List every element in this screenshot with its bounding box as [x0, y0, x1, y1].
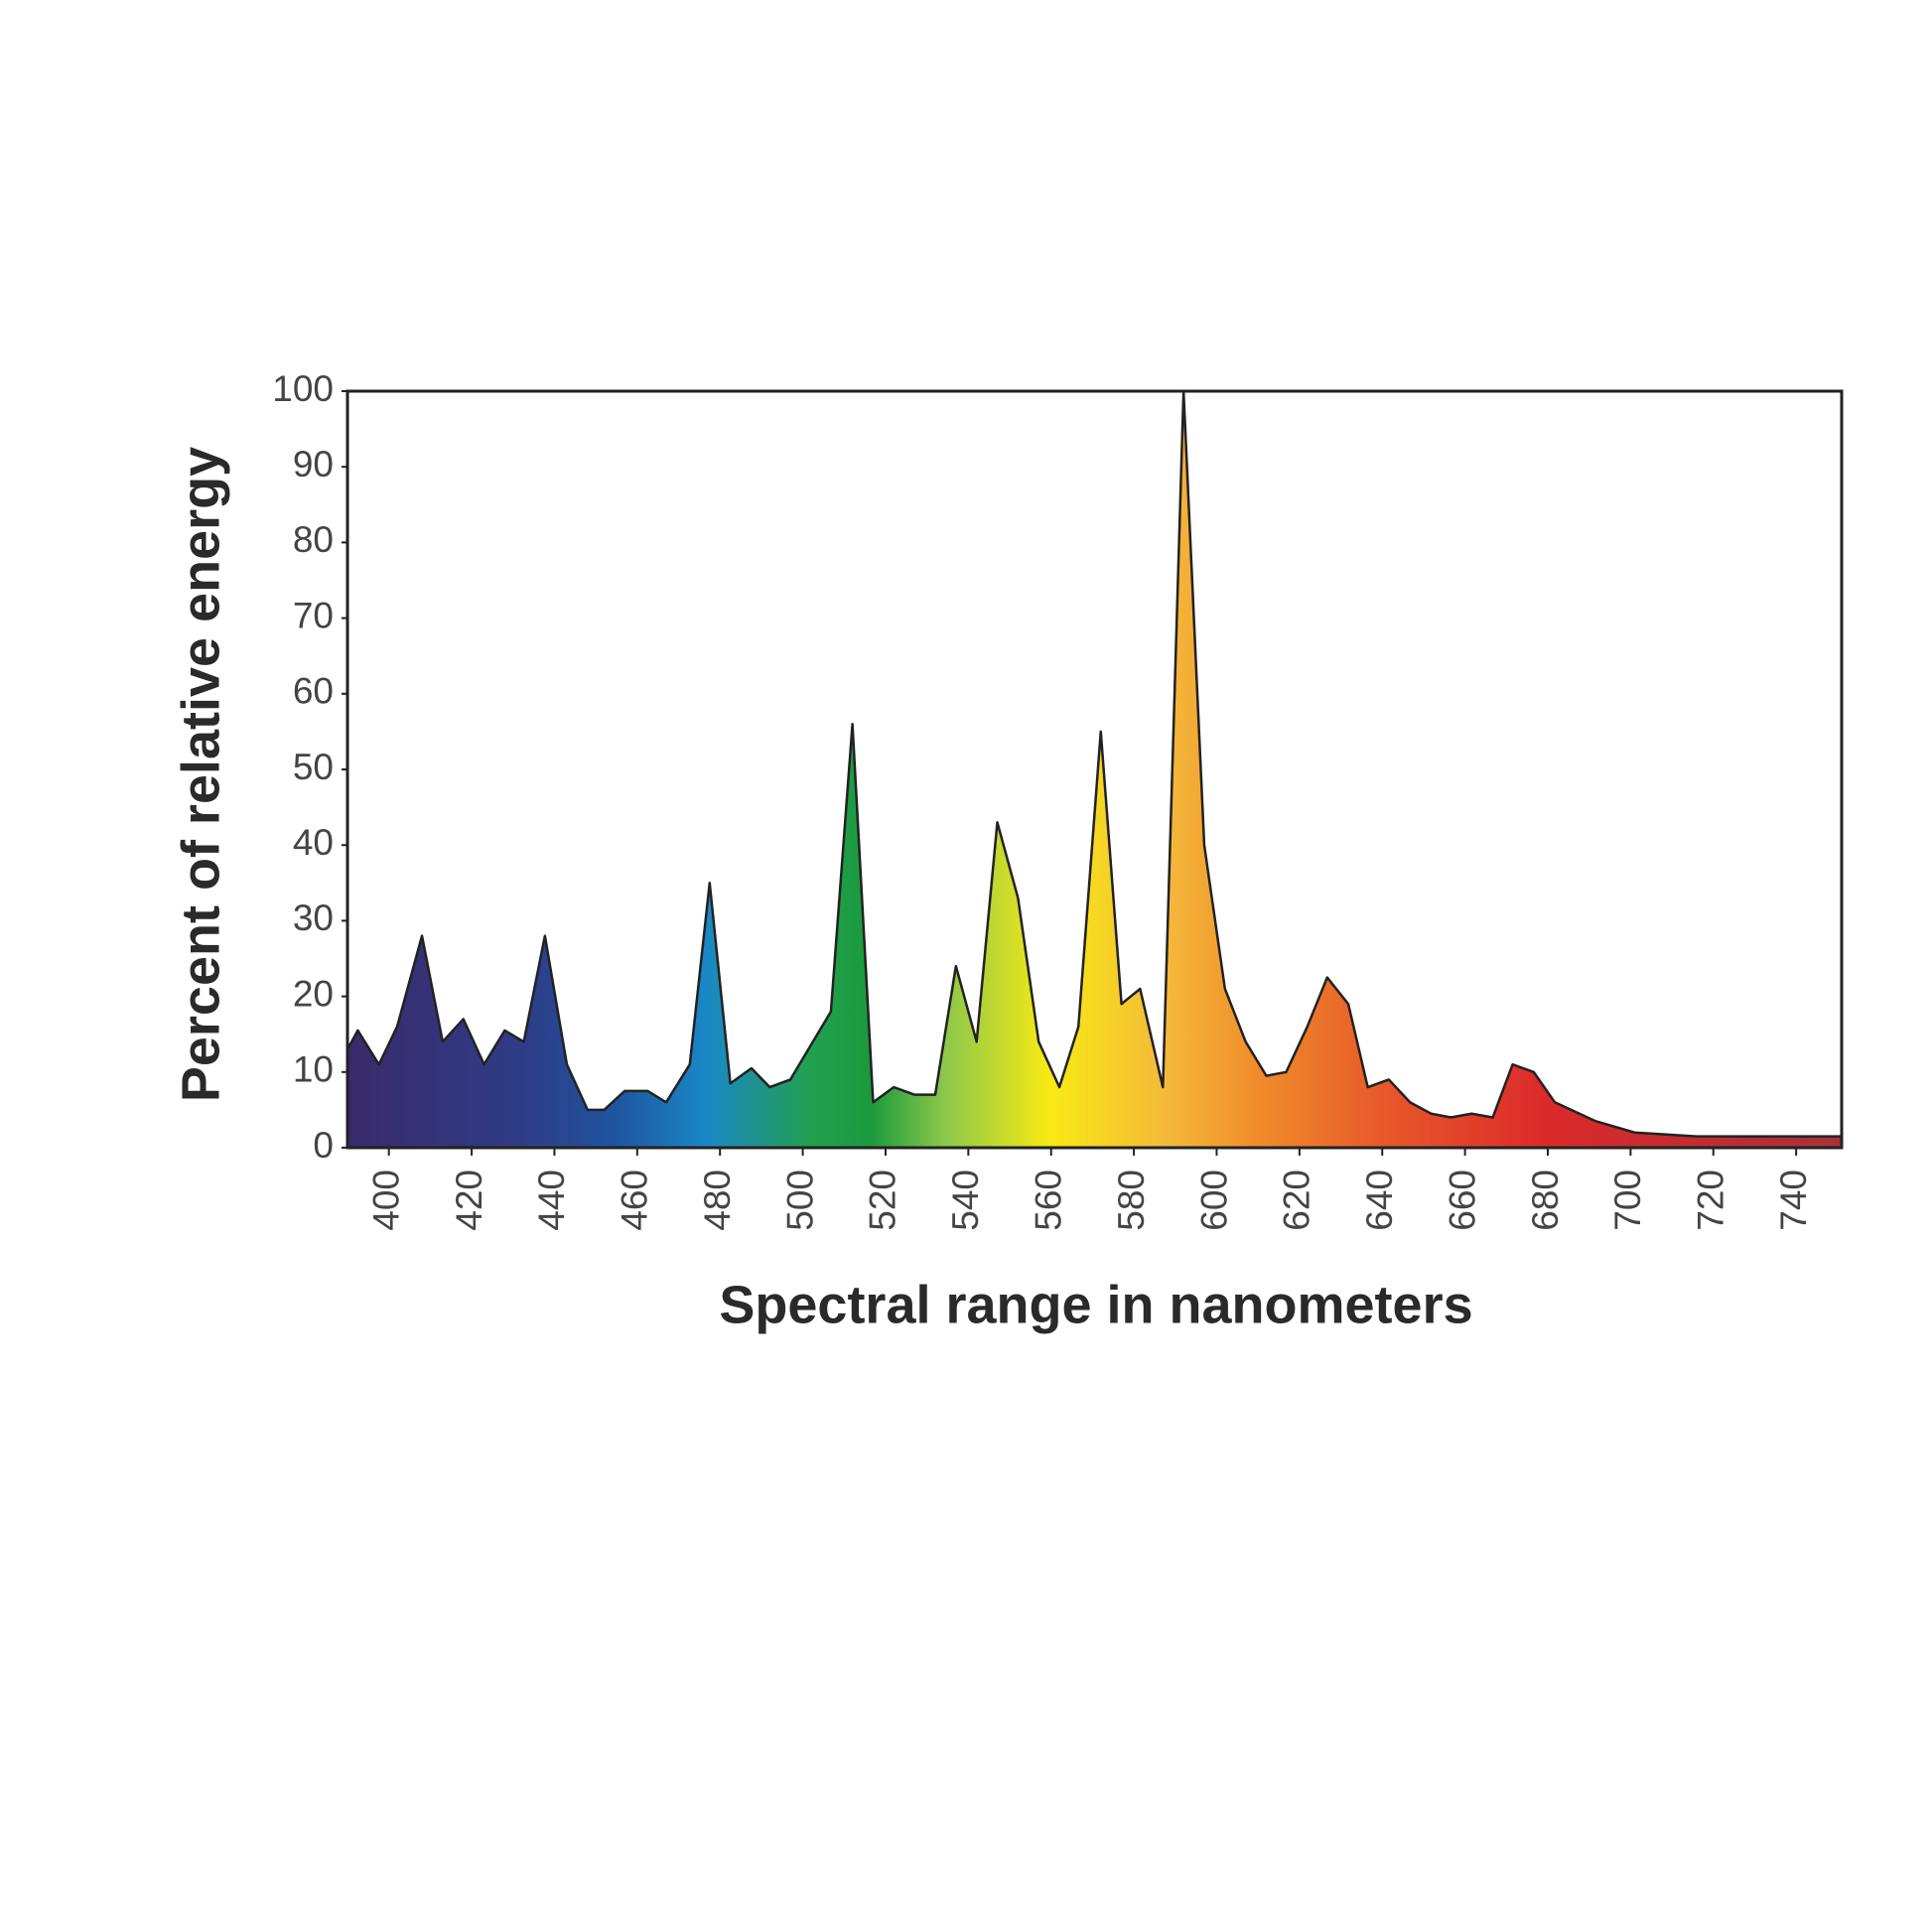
x-tick-label: 660 [1442, 1170, 1482, 1231]
x-tick-label: 720 [1691, 1170, 1731, 1231]
y-tick-label: 40 [293, 822, 334, 863]
x-tick-label: 680 [1525, 1170, 1566, 1231]
x-tick-label: 620 [1277, 1170, 1317, 1231]
y-tick-label: 90 [293, 444, 334, 484]
x-tick-label: 560 [1029, 1170, 1069, 1231]
x-tick-label: 440 [531, 1170, 572, 1231]
x-tick-label: 520 [863, 1170, 903, 1231]
y-tick-label: 70 [293, 595, 334, 635]
x-tick-label: 700 [1607, 1170, 1648, 1231]
x-tick-label: 420 [449, 1170, 489, 1231]
y-axis-title: Percent of relative energy [171, 447, 230, 1102]
y-tick-label: 50 [293, 747, 334, 787]
y-tick-label: 60 [293, 671, 334, 712]
x-tick-label: 400 [365, 1170, 406, 1231]
y-tick-label: 20 [293, 973, 334, 1014]
x-tick-label: 640 [1359, 1170, 1400, 1231]
x-tick-label: 600 [1193, 1170, 1234, 1231]
x-tick-label: 540 [945, 1170, 986, 1231]
x-tick-label: 460 [615, 1170, 655, 1231]
x-tick-label: 740 [1773, 1170, 1814, 1231]
x-tick-label: 580 [1111, 1170, 1152, 1231]
area-fill [347, 391, 1842, 1148]
y-tick-label: 0 [313, 1125, 334, 1166]
area-line [345, 389, 1842, 1138]
x-axis-title: Spectral range in nanometers [719, 1275, 1472, 1334]
x-tick-label: 480 [697, 1170, 738, 1231]
y-tick-label: 100 [272, 368, 334, 409]
y-tick-label: 80 [293, 519, 334, 560]
y-tick-label: 10 [293, 1049, 334, 1090]
y-tick-label: 30 [293, 897, 334, 938]
x-tick-label: 500 [779, 1170, 820, 1231]
